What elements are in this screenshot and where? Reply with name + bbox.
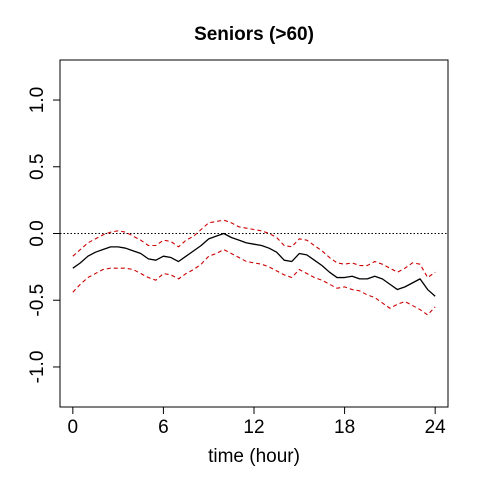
upper-bound-line [72, 219, 436, 279]
x-tick-label: 6 [158, 417, 169, 438]
y-tick-label: 0.0 [27, 220, 48, 246]
series-layer [72, 219, 436, 316]
y-tick-label: -0.5 [27, 284, 48, 317]
y-tick-label: -1.0 [27, 351, 48, 384]
x-tick-label: 24 [425, 417, 447, 438]
x-tick-label: 12 [243, 417, 264, 438]
estimate-line [72, 232, 436, 297]
y-tick-label: 0.5 [27, 154, 48, 180]
x-tick-label: 0 [68, 417, 79, 438]
y-axis: -1.0 -0.5 0.0 0.5 1.0 [27, 87, 61, 384]
lower-bound-line [72, 248, 436, 316]
x-axis: 0 6 12 18 24 [68, 406, 447, 438]
x-tick-label: 18 [334, 417, 355, 438]
y-tick-label: 1.0 [27, 87, 48, 113]
chart-title: Seniors (>60) [194, 24, 314, 45]
x-axis-label: time (hour) [208, 446, 300, 467]
